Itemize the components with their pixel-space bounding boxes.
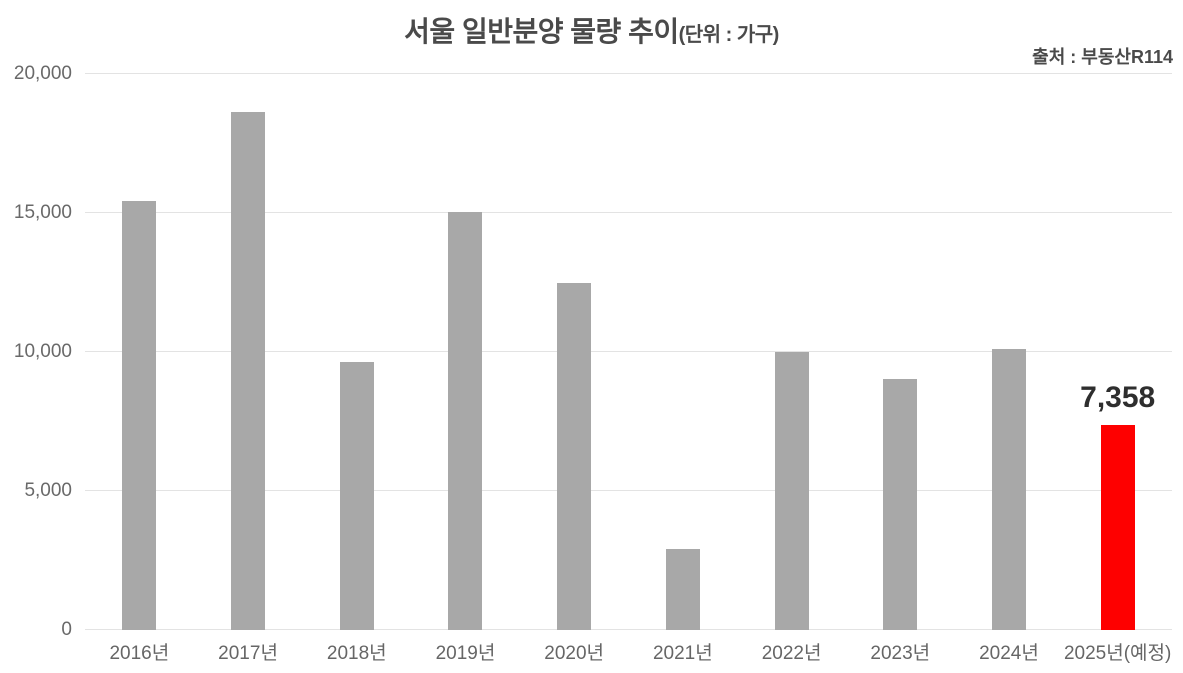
bar <box>448 212 483 630</box>
x-tick-label: 2025년(예정) <box>1063 643 1172 664</box>
bar-column: 7,358 <box>1063 74 1172 630</box>
gridline <box>85 351 1172 352</box>
bar-highlighted <box>1100 425 1135 630</box>
x-tick-label: 2020년 <box>544 643 605 664</box>
gridline <box>85 73 1172 74</box>
chart-unit-label: (단위 : 가구) <box>678 24 780 46</box>
x-tick-label: 2024년 <box>979 643 1039 664</box>
bar-column <box>955 74 1064 630</box>
y-tick-label: 15,000 <box>13 202 72 223</box>
x-tick-label: 2021년 <box>652 643 713 664</box>
gridline <box>85 490 1172 491</box>
bar-column <box>629 74 738 630</box>
bar-column <box>846 74 955 630</box>
bar-value-label: 7,358 <box>1080 381 1156 415</box>
y-tick-label: 5,000 <box>24 480 72 501</box>
x-tick-label: 2017년 <box>218 643 278 664</box>
bar <box>883 378 918 630</box>
y-tick-label: 10,000 <box>13 341 72 362</box>
chart-title: 서울 일반분양 물량 추이(단위 : 가구) <box>0 10 1183 50</box>
y-tick-label: 20,000 <box>13 63 72 84</box>
gridline <box>85 629 1172 630</box>
y-axis: 0 5,000 10,000 15,000 20,000 <box>0 63 72 640</box>
bar <box>774 352 809 630</box>
bar <box>991 348 1026 630</box>
source-label: 출처 : 부동산R114 <box>1032 47 1173 67</box>
x-tick-label: 2016년 <box>109 643 170 664</box>
bar-column <box>85 74 194 630</box>
gridline <box>85 212 1172 213</box>
bar <box>231 112 266 630</box>
y-tick-label: 0 <box>61 619 72 640</box>
bar <box>557 282 592 630</box>
bar <box>122 200 157 630</box>
plot-area: 7,358 <box>85 73 1172 630</box>
x-axis: 2016년 2017년 2018년 2019년 2020년 2021년 2022년 2023년… <box>85 638 1172 665</box>
x-tick-label: 2019년 <box>435 643 496 664</box>
x-tick-label: 2022년 <box>761 643 822 664</box>
x-tick-label: 2018년 <box>326 643 387 664</box>
bar <box>665 548 700 630</box>
bar-column <box>194 74 303 630</box>
x-tick-label: 2023년 <box>870 643 931 664</box>
chart-title-text: 서울 일반분양 물량 추이 <box>404 16 679 47</box>
bar-column <box>302 74 411 630</box>
bars: 7,358 <box>85 74 1172 630</box>
bar <box>339 361 374 630</box>
bar-column <box>411 74 520 630</box>
bar-column <box>520 74 629 630</box>
bar-column <box>737 74 846 630</box>
